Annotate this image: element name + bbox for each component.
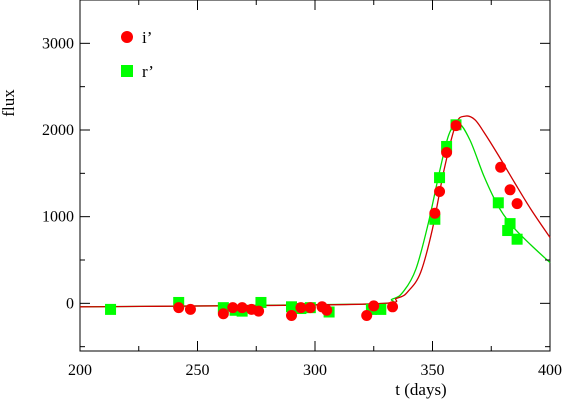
data-point-i bbox=[321, 304, 333, 316]
y-tick-label: 2000 bbox=[42, 122, 74, 139]
data-point-i bbox=[504, 184, 516, 196]
model-curves bbox=[79, 115, 551, 308]
data-point-r bbox=[434, 172, 446, 184]
data-point-r bbox=[375, 303, 387, 315]
legend-marker-r bbox=[121, 65, 133, 77]
data-point-i bbox=[295, 302, 307, 314]
data-point-i bbox=[253, 305, 265, 317]
data-points bbox=[105, 119, 523, 321]
data-point-i bbox=[429, 207, 441, 219]
axis-ticks bbox=[79, 0, 551, 351]
x-axis-label: t (days) bbox=[395, 380, 446, 399]
data-point-r bbox=[217, 302, 229, 314]
data-point-r bbox=[492, 197, 504, 209]
data-point-i bbox=[441, 147, 453, 159]
legend-label-r: r’ bbox=[142, 62, 154, 81]
data-point-r bbox=[511, 233, 523, 245]
plot-frame bbox=[79, 0, 551, 352]
data-point-i bbox=[387, 301, 399, 313]
model-curve-i bbox=[79, 115, 551, 308]
x-tick-label: 250 bbox=[186, 362, 210, 379]
data-point-r bbox=[504, 218, 516, 230]
x-tick-label: 400 bbox=[538, 362, 562, 379]
data-point-i bbox=[304, 302, 316, 314]
y-tick-label: 3000 bbox=[42, 35, 74, 52]
data-point-i bbox=[173, 302, 185, 314]
data-point-r bbox=[286, 301, 297, 313]
data-point-i bbox=[361, 309, 373, 321]
x-tick-label: 300 bbox=[303, 362, 327, 379]
data-point-r bbox=[105, 303, 117, 315]
data-point-i bbox=[286, 309, 297, 321]
model-curve-r bbox=[79, 122, 551, 308]
data-point-i bbox=[434, 186, 446, 198]
legend: i’ r’ bbox=[121, 28, 154, 81]
data-point-i bbox=[184, 303, 196, 315]
tick-labels: 200 250 300 350 400 0 1000 2000 3000 bbox=[42, 35, 562, 379]
legend-marker-i bbox=[121, 31, 133, 43]
x-tick-label: 200 bbox=[68, 362, 92, 379]
data-point-i bbox=[511, 198, 523, 210]
x-tick-label: 350 bbox=[421, 362, 445, 379]
data-point-i bbox=[217, 308, 229, 320]
data-point-r bbox=[502, 225, 514, 237]
data-point-i bbox=[227, 302, 239, 314]
y-tick-label: 0 bbox=[66, 295, 74, 312]
data-point-i bbox=[450, 120, 462, 132]
y-axis-label: flux bbox=[0, 89, 18, 117]
data-point-r bbox=[441, 140, 453, 152]
y-tick-label: 1000 bbox=[42, 209, 74, 226]
data-point-i bbox=[368, 300, 380, 312]
data-point-i bbox=[236, 302, 248, 314]
data-point-r bbox=[429, 213, 441, 225]
legend-label-i: i’ bbox=[142, 28, 152, 47]
data-point-r bbox=[255, 296, 267, 308]
data-point-i bbox=[495, 161, 507, 173]
